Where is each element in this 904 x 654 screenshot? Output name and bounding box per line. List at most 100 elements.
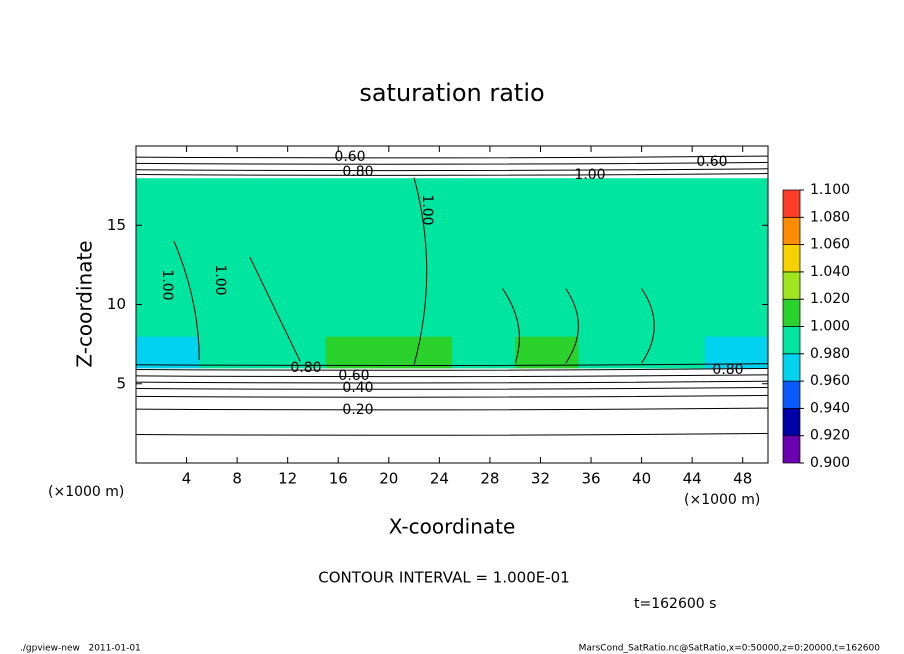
- field-cell: [515, 146, 579, 179]
- contour-label: 0.60: [334, 149, 365, 165]
- contour-line: [135, 387, 769, 390]
- x-tick-label: 4: [182, 470, 192, 488]
- field-cell: [262, 336, 327, 369]
- x-tick-label: 8: [232, 470, 242, 488]
- field-cell: [578, 241, 643, 274]
- colorbar-box: [782, 298, 801, 327]
- field-cell: [262, 272, 327, 305]
- x-tick-label: 32: [531, 470, 550, 488]
- field-cell: [578, 336, 643, 369]
- field-cell: [704, 241, 769, 274]
- contour-label: 1.00: [419, 194, 435, 225]
- field-cell: [262, 431, 327, 464]
- field-cell: [515, 241, 579, 274]
- field-cell: [704, 177, 769, 210]
- field-cell: [388, 304, 453, 337]
- field-cell: [136, 336, 200, 369]
- field-cell: [388, 146, 453, 179]
- field-cell: [388, 431, 453, 464]
- field-cell: [515, 304, 579, 337]
- field-cell: [641, 431, 706, 464]
- contour-label: 1.00: [212, 264, 228, 295]
- field-cell: [452, 241, 516, 274]
- contour-label: 0.80: [712, 362, 743, 378]
- field-cell: [262, 209, 327, 242]
- field-cell: [325, 146, 390, 179]
- field-cell: [515, 336, 579, 369]
- field-cell: [578, 367, 643, 401]
- colorbar-label: 0.940: [810, 400, 850, 416]
- contour-line: [135, 367, 769, 371]
- field-cell: [578, 272, 643, 305]
- x-tick-label: 12: [278, 470, 297, 488]
- contour-label: 1.00: [574, 167, 605, 183]
- contour-line: [565, 288, 579, 364]
- field-cell: [325, 304, 390, 337]
- field-cell: [388, 367, 453, 401]
- field-cell: [388, 209, 453, 242]
- field-cell: [704, 209, 769, 242]
- field-cell: [199, 431, 263, 464]
- field-cell: [136, 431, 200, 464]
- field-cell: [452, 146, 516, 179]
- field-cell: [325, 399, 390, 432]
- field-cell: [515, 399, 579, 432]
- footer-left: ./gpview-new 2011-01-01: [20, 644, 141, 654]
- contour-line: [135, 394, 769, 398]
- contour-line: [413, 177, 428, 365]
- y-tick-label: 5: [116, 374, 126, 392]
- contour-line: [135, 407, 769, 411]
- field-cell: [262, 146, 327, 179]
- field-cell: [641, 304, 706, 337]
- colorbar-box: [782, 189, 801, 218]
- field-cell: [199, 399, 263, 432]
- x-tick-label: 24: [430, 470, 449, 488]
- field-cell: [262, 304, 327, 337]
- field-cell: [641, 146, 706, 179]
- colorbar-label: 1.000: [810, 319, 850, 335]
- colorbar-box: [782, 435, 801, 464]
- x-tick-label: 16: [329, 470, 348, 488]
- x-tick-label: 40: [632, 470, 651, 488]
- field-cell: [262, 177, 327, 210]
- field-cell: [136, 177, 200, 210]
- contour-line: [135, 374, 769, 378]
- field-cell: [452, 367, 516, 401]
- contour-label: 0.80: [290, 360, 321, 376]
- field-cell: [136, 367, 200, 401]
- field-cell: [325, 431, 390, 464]
- field-cell: [704, 367, 769, 401]
- field-cell: [452, 272, 516, 305]
- field-cell: [136, 146, 200, 179]
- field-cell: [452, 209, 516, 242]
- colorbar-box: [782, 216, 801, 245]
- colorbar-label: 1.060: [810, 237, 850, 253]
- field-cell: [199, 146, 263, 179]
- y-axis-label: Z-coordinate: [73, 240, 97, 367]
- x-unit-right: (×1000 m): [684, 492, 760, 508]
- field-cell: [262, 367, 327, 401]
- contour-label: 1.00: [159, 269, 175, 300]
- field-cell: [262, 241, 327, 274]
- colorbar-box: [782, 353, 801, 382]
- field-cell: [704, 336, 769, 369]
- colorbar-label: 1.040: [810, 264, 850, 280]
- colorbar-box: [782, 380, 801, 409]
- field-cell: [641, 209, 706, 242]
- field-cell: [452, 399, 516, 432]
- x-axis-label: X-coordinate: [389, 515, 516, 539]
- field-cell: [452, 304, 516, 337]
- field-cell: [325, 241, 390, 274]
- field-cell: [704, 399, 769, 432]
- field-cell: [388, 399, 453, 432]
- field-cell: [199, 241, 263, 274]
- colorbar-label: 1.020: [810, 291, 850, 307]
- colorbar-box: [782, 244, 801, 273]
- field-cell: [704, 272, 769, 305]
- time-label: t=162600 s: [634, 596, 716, 612]
- field-cell: [578, 399, 643, 432]
- field-cell: [641, 241, 706, 274]
- x-unit-left: (×1000 m): [48, 484, 124, 500]
